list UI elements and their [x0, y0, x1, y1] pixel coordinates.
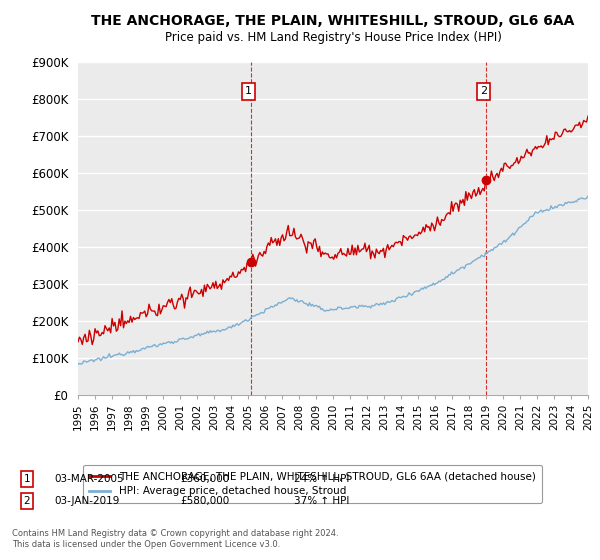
Text: 24% ↑ HPI: 24% ↑ HPI — [294, 474, 349, 484]
Text: Contains HM Land Registry data © Crown copyright and database right 2024.
This d: Contains HM Land Registry data © Crown c… — [12, 529, 338, 549]
Text: 1: 1 — [245, 86, 252, 96]
Text: 37% ↑ HPI: 37% ↑ HPI — [294, 496, 349, 506]
Text: Price paid vs. HM Land Registry's House Price Index (HPI): Price paid vs. HM Land Registry's House … — [164, 31, 502, 44]
Text: 2: 2 — [480, 86, 487, 96]
Text: £360,000: £360,000 — [180, 474, 229, 484]
Text: 2: 2 — [23, 496, 31, 506]
Legend: THE ANCHORAGE, THE PLAIN, WHITESHILL, STROUD, GL6 6AA (detached house), HPI: Ave: THE ANCHORAGE, THE PLAIN, WHITESHILL, ST… — [83, 465, 542, 503]
Text: 03-MAR-2005: 03-MAR-2005 — [54, 474, 124, 484]
Text: 1: 1 — [23, 474, 31, 484]
Text: 03-JAN-2019: 03-JAN-2019 — [54, 496, 119, 506]
Text: THE ANCHORAGE, THE PLAIN, WHITESHILL, STROUD, GL6 6AA: THE ANCHORAGE, THE PLAIN, WHITESHILL, ST… — [91, 14, 575, 28]
Text: £580,000: £580,000 — [180, 496, 229, 506]
